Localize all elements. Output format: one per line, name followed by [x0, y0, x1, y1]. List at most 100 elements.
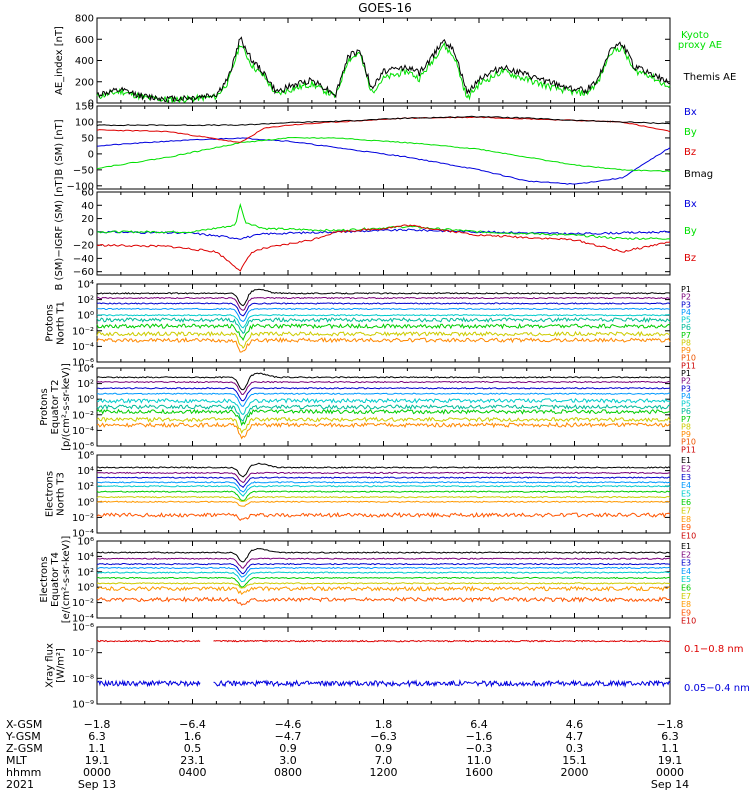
- footer-value: 3.0: [279, 754, 297, 767]
- electrons-equator-t4-series-e2: [96, 557, 671, 569]
- footer-value: −6.4: [179, 718, 206, 731]
- electrons-equator-t4-legend-e2: E2: [681, 550, 691, 559]
- footer-value: 4.7: [565, 730, 584, 743]
- protons-north-t1-frame: [96, 283, 671, 363]
- footer-row-label: X-GSM: [6, 718, 43, 731]
- electrons-north-t3-series-e5: [96, 485, 671, 497]
- protons-equator-t2-ytick-label: 10⁻⁴: [72, 426, 94, 437]
- electrons-north-t3-ytick-label: 10²: [77, 482, 94, 493]
- ae-index-ytick-label: 0: [88, 99, 94, 110]
- footer-value: 0.9: [279, 742, 297, 755]
- bsm-legend-bx: Bx: [684, 107, 697, 118]
- footer-value: 1.8: [374, 718, 393, 731]
- ae-index-ytick-label: 800: [75, 14, 94, 25]
- b-sm-ytick-label: −50: [73, 165, 94, 176]
- electrons-equator-t4-legend-e7: E7: [681, 592, 691, 601]
- b-sm-ytick-label: 100: [75, 117, 94, 128]
- electrons-north-t3-ytick-label: 10⁻²: [72, 513, 94, 524]
- footer-value: 0.9: [374, 742, 393, 755]
- protons-north-t1-legend-p7: P7: [681, 331, 691, 340]
- electrons-equator-t4-series-e7: [96, 582, 671, 589]
- xray-series-long: [96, 639, 671, 643]
- ae-index-ytick-label: 200: [75, 77, 94, 88]
- footer-value: 6.3: [661, 730, 679, 743]
- protons-north-t1-series-p7: [96, 323, 671, 342]
- protons-equator-t2-legend-p8: P8: [681, 422, 691, 431]
- electrons-north-t3-frame: [96, 454, 671, 534]
- xray-flux-ylabel: [W/m²]: [56, 648, 67, 683]
- protons-equator-t2-series-p2: [96, 380, 671, 396]
- xray-flux-ytick-label: 10⁻⁷: [72, 648, 94, 659]
- footer-row-hhmm: hhmm 0000 0400 0800 1200 1600 2000 0000: [6, 767, 746, 779]
- footer-value: −4.6: [274, 718, 302, 731]
- bigrf-series-bz: [96, 224, 671, 272]
- protons-north-t1-legend-p11: P11: [681, 361, 696, 370]
- footer-row-label: Y-GSM: [6, 730, 41, 743]
- b-minus-igrf-ytick-label: 40: [81, 201, 94, 212]
- footer-value: −4.7: [274, 730, 302, 743]
- protons-equator-t2-ylabel: Protons: [39, 388, 50, 425]
- electrons-north-t3-legend-e3: E3: [681, 473, 691, 482]
- electrons-equator-t4-ytick-label: 10⁻²: [72, 598, 94, 609]
- electrons-equator-t4-ytick-label: 10²: [77, 567, 94, 578]
- protons-north-t1-ylabel: North T1: [56, 301, 67, 345]
- protons-equator-t2-series-p9: [96, 421, 671, 440]
- footer-value: 1200: [369, 766, 398, 779]
- b-sm-ytick-label: 150: [75, 102, 94, 113]
- footer-value: −1.8: [83, 718, 111, 731]
- ae-legend-kyoto-1: Kyoto: [681, 30, 709, 41]
- electrons-equator-t4-legend-e5: E5: [681, 575, 691, 584]
- ae-legend-themis: Themis AE: [683, 72, 737, 83]
- electrons-north-t3-series-e9: [96, 511, 671, 522]
- electrons-north-t3-series-e8: [96, 500, 671, 507]
- xray-flux-frame: [96, 626, 671, 705]
- electrons-equator-t4-series-e5: [96, 571, 671, 583]
- protons-north-t1-ytick-label: 10⁻⁶: [72, 358, 94, 369]
- bsm-legend-bmag: Bmag: [684, 169, 713, 180]
- footer-value: −0.3: [465, 742, 493, 755]
- electrons-equator-t4-ytick-label: 10⁴: [77, 552, 94, 563]
- footer-value: 1.1: [661, 742, 679, 755]
- footer-value: −1.6: [465, 730, 493, 743]
- electrons-north-t3-series-e4: [96, 481, 671, 493]
- electrons-equator-t4-ytick-label: 10⁻⁴: [72, 614, 94, 625]
- ae-index-ytick-label: 400: [75, 56, 94, 67]
- bigrf-legend-bz: Bz: [684, 253, 696, 264]
- ae-series-themis: [96, 36, 671, 103]
- electrons-north-t3-legend-e2: E2: [681, 464, 691, 473]
- protons-north-t1-series-p6: [96, 316, 671, 335]
- electrons-north-t3-ytick-label: 10⁻⁴: [72, 529, 94, 540]
- protons-equator-t2-ytick-label: 10⁻⁶: [72, 442, 94, 453]
- footer-start-date: Sep 13: [77, 778, 117, 791]
- b-minus-igrf-ytick-label: −60: [73, 267, 94, 278]
- protons-equator-t2-series-p5: [96, 397, 671, 416]
- footer-row-y-gsm: Y-GSM 6.3 1.6 −4.7 −6.3 −1.6 4.7 6.3: [6, 731, 746, 743]
- footer-value: −6.3: [370, 730, 397, 743]
- bigrf-legend-bx: Bx: [684, 199, 697, 210]
- footer-value: 1.1: [88, 742, 106, 755]
- protons-north-t1-legend-p3: P3: [681, 300, 691, 309]
- b-minus-igrf-ytick-label: 20: [81, 214, 94, 225]
- electrons-north-t3-series-e3: [96, 476, 671, 488]
- protons-equator-t2-legend-p3: P3: [681, 384, 691, 393]
- footer-value: 19.1: [657, 754, 683, 767]
- bsm-series-by: [96, 136, 671, 173]
- protons-equator-t2-legend-p4: P4: [681, 392, 691, 401]
- protons-north-t1-legend-p9: P9: [681, 346, 691, 355]
- protons-north-t1-series-p9: [96, 337, 671, 353]
- electrons-equator-t4-ytick-label: 10⁰: [77, 583, 94, 594]
- footer-value: 7.0: [374, 754, 393, 767]
- footer-value: −1.8: [656, 718, 684, 731]
- protons-north-t1-series-p5: [96, 314, 671, 329]
- b-sm-ytick-label: −100: [67, 181, 94, 192]
- electrons-equator-t4-series-e8: [96, 585, 671, 596]
- bsm-series-bmag: [96, 115, 671, 127]
- protons-north-t1-ytick-label: 10⁻⁴: [72, 342, 94, 353]
- protons-north-t1-series-p1: [96, 288, 671, 307]
- protons-north-t1-legend-p4: P4: [681, 308, 691, 317]
- b-sm-ytick-label: 50: [81, 133, 94, 144]
- footer-value: 0.5: [183, 742, 202, 755]
- electrons-equator-t4-series-e4: [96, 566, 671, 578]
- electrons-north-t3-legend-e8: E8: [681, 515, 691, 524]
- footer-value: 2000: [560, 766, 589, 779]
